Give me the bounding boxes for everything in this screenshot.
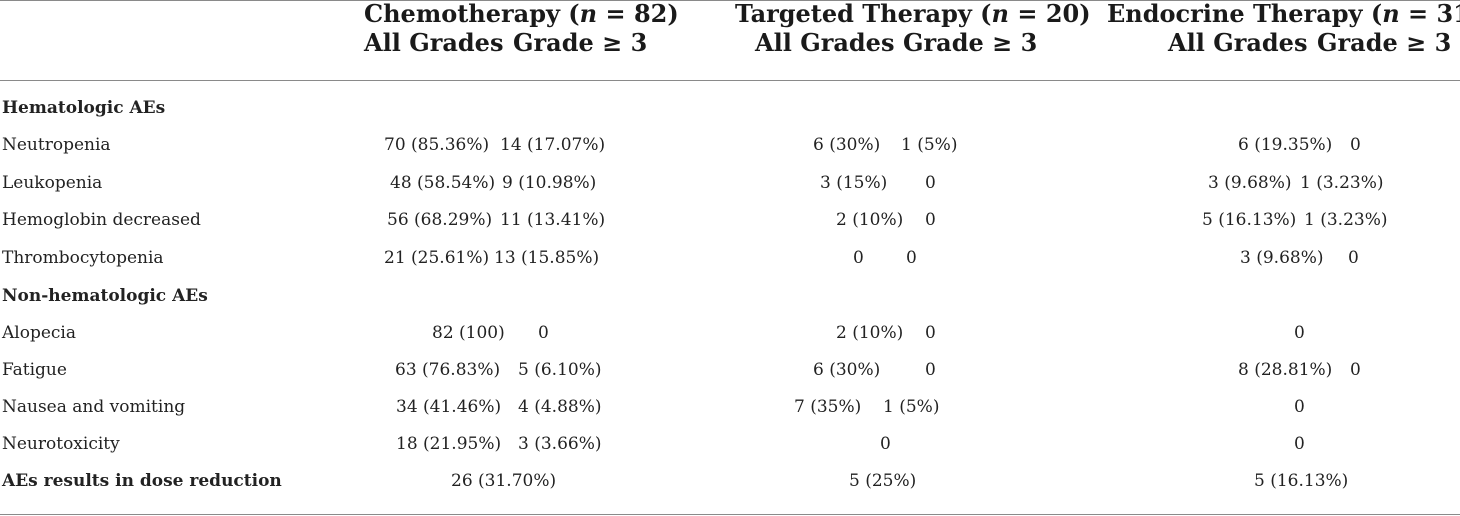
- cell-targeted-g3: 0: [925, 210, 936, 230]
- cell-endocrine-all: 5 (16.13%): [1202, 210, 1297, 230]
- cell-targeted-all: 7 (35%): [794, 397, 862, 417]
- subheader-endocrine-grade3: Grade ≥ 3: [1317, 28, 1452, 57]
- cell-targeted-g3: 0: [925, 173, 936, 193]
- cell-endocrine-g3: 1 (3.23%): [1304, 210, 1388, 230]
- cell-chemo-g3: 9 (10.98%): [502, 173, 597, 193]
- row-label-fatigue: Fatigue: [2, 360, 67, 380]
- cell-chemo-g3: 11 (13.41%): [500, 210, 606, 230]
- cell-chemo-g3: 4 (4.88%): [518, 397, 602, 417]
- cell-endocrine-all: 3 (9.68%): [1208, 173, 1292, 193]
- row-label-thrombocytopenia: Thrombocytopenia: [2, 248, 164, 268]
- cell-endocrine-g3: 0: [1350, 135, 1361, 155]
- subheader-targeted-all-grades: All Grades: [755, 28, 895, 57]
- cell-endocrine-all: 0: [1294, 434, 1305, 454]
- row-label-alopecia: Alopecia: [2, 323, 76, 343]
- cell-targeted-all: 0: [880, 434, 891, 454]
- cell-endocrine-all: 0: [1294, 323, 1305, 343]
- subheader-chemo-all-grades: All Grades: [364, 28, 504, 57]
- subheader-endocrine-all-grades: All Grades: [1168, 28, 1308, 57]
- cell-chemo-all: 70 (85.36%): [384, 135, 490, 155]
- cell-targeted-all: 6 (30%): [813, 360, 881, 380]
- cell-chemo-dose-reduction: 26 (31.70%): [451, 471, 557, 491]
- cell-chemo-g3: 0: [538, 323, 549, 343]
- row-label-neutropenia: Neutropenia: [2, 135, 111, 155]
- cell-targeted-all: 3 (15%): [820, 173, 888, 193]
- cell-chemo-g3: 5 (6.10%): [518, 360, 602, 380]
- cell-targeted-g3: 0: [925, 360, 936, 380]
- cell-targeted-g3: 0: [925, 323, 936, 343]
- cell-targeted-g3: 1 (5%): [883, 397, 940, 417]
- section-non-hematologic: Non-hematologic AEs: [2, 286, 208, 306]
- cell-chemo-g3: 13 (15.85%): [494, 248, 600, 268]
- header-rule: [0, 80, 1460, 81]
- row-label-hemoglobin-decreased: Hemoglobin decreased: [2, 210, 201, 230]
- cell-endocrine-g3: 0: [1350, 360, 1361, 380]
- header-endocrine-therapy: Endocrine Therapy (n = 31): [1107, 0, 1460, 28]
- cell-endocrine-g3: 0: [1348, 248, 1359, 268]
- cell-endocrine-all: 0: [1294, 397, 1305, 417]
- subheader-chemo-grade3: Grade ≥ 3: [513, 28, 648, 57]
- cell-chemo-all: 21 (25.61%): [384, 248, 490, 268]
- cell-targeted-g3: 1 (5%): [901, 135, 958, 155]
- row-label-nausea-and-vomiting: Nausea and vomiting: [2, 397, 186, 417]
- cell-chemo-all: 18 (21.95%): [396, 434, 502, 454]
- cell-targeted-dose-reduction: 5 (25%): [849, 471, 917, 491]
- cell-targeted-all: 2 (10%): [836, 210, 904, 230]
- cell-chemo-all: 56 (68.29%): [387, 210, 493, 230]
- row-label-neurotoxicity: Neurotoxicity: [2, 434, 120, 454]
- cell-endocrine-all: 6 (19.35%): [1238, 135, 1333, 155]
- row-label-dose-reduction: AEs results in dose reduction: [2, 471, 282, 491]
- subheader-targeted-grade3: Grade ≥ 3: [903, 28, 1038, 57]
- cell-chemo-g3: 14 (17.07%): [500, 135, 606, 155]
- cell-targeted-all: 2 (10%): [836, 323, 904, 343]
- cell-targeted-g3: 0: [906, 248, 917, 268]
- table-bottom-rule: [0, 514, 1460, 515]
- cell-endocrine-all: 8 (28.81%): [1238, 360, 1333, 380]
- cell-chemo-all: 48 (58.54%): [390, 173, 496, 193]
- cell-chemo-all: 34 (41.46%): [396, 397, 502, 417]
- table-top-rule: [0, 0, 1460, 1]
- header-chemotherapy: Chemotherapy (n = 82): [364, 0, 679, 28]
- cell-endocrine-g3: 1 (3.23%): [1300, 173, 1384, 193]
- cell-chemo-g3: 3 (3.66%): [518, 434, 602, 454]
- cell-endocrine-dose-reduction: 5 (16.13%): [1254, 471, 1349, 491]
- section-hematologic: Hematologic AEs: [2, 98, 166, 118]
- cell-targeted-all: 6 (30%): [813, 135, 881, 155]
- header-targeted-therapy: Targeted Therapy (n = 20): [735, 0, 1091, 28]
- cell-chemo-all: 82 (100): [432, 323, 505, 343]
- cell-targeted-all: 0: [853, 248, 864, 268]
- cell-endocrine-all: 3 (9.68%): [1240, 248, 1324, 268]
- row-label-leukopenia: Leukopenia: [2, 173, 103, 193]
- cell-chemo-all: 63 (76.83%): [395, 360, 501, 380]
